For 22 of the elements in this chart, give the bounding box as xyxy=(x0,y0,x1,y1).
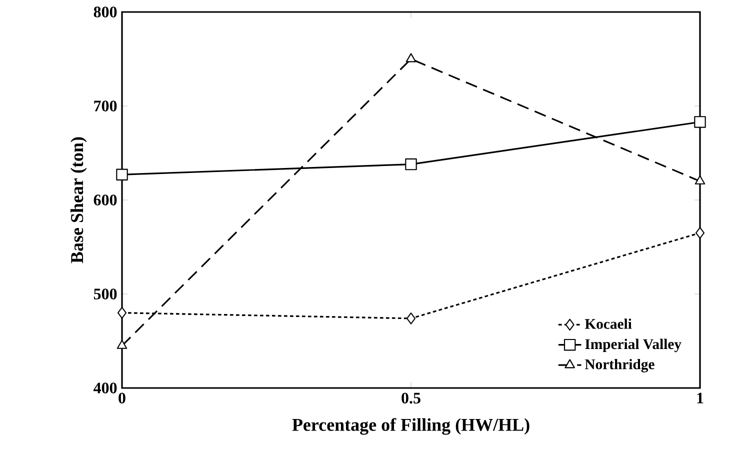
legend-label: Kocaeli xyxy=(584,318,632,329)
y-tick-label: 800 xyxy=(94,6,117,18)
point xyxy=(406,53,416,62)
y-tick-label: 500 xyxy=(94,288,117,300)
legend-label: Northridge xyxy=(584,358,654,372)
y-tick-label: 600 xyxy=(94,194,117,206)
y-tick-label: 400 xyxy=(94,382,117,394)
x-tick-label: 0 xyxy=(118,392,126,404)
point xyxy=(406,312,416,324)
y-axis-title: Base Shear (ton) xyxy=(70,137,87,264)
point xyxy=(116,168,128,180)
y-tick-label: 700 xyxy=(94,100,117,112)
x-tick-label: 0.5 xyxy=(402,392,420,404)
point xyxy=(694,116,706,128)
point xyxy=(695,227,705,239)
legend-label: Imperial Valley xyxy=(585,338,682,352)
x-tick-label: 1 xyxy=(697,392,704,404)
point xyxy=(405,158,417,170)
point xyxy=(116,340,128,349)
x-axis-title: Percentage of Filling (HW/HL) xyxy=(292,418,530,435)
point xyxy=(117,306,127,319)
point xyxy=(694,175,706,184)
